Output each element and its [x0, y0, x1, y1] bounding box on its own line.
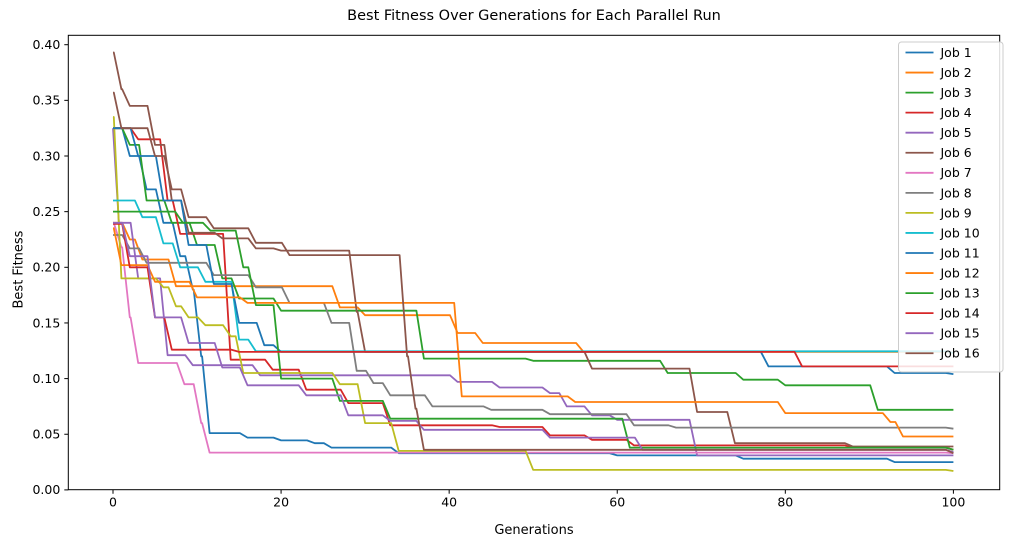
series-lines [112, 51, 954, 472]
line-job-3 [113, 127, 954, 411]
y-tick-label: 0.40 [32, 37, 60, 52]
x-tick-label: 80 [777, 495, 793, 510]
line-job-14 [113, 223, 954, 368]
x-tick-label: 20 [273, 495, 289, 510]
y-tick-label: 0.10 [32, 371, 60, 386]
line-job-15 [113, 221, 954, 453]
legend-label: Job 2 [940, 65, 972, 80]
y-tick-label: 0.30 [32, 148, 60, 163]
y-axis-ticks: 0.00 0.05 0.10 0.15 0.20 0.25 0.30 0.35 0.40 [32, 37, 69, 497]
line-job-7 [112, 221, 954, 455]
legend-label: Job 9 [940, 205, 972, 220]
legend: Job 1 Job 2 Job 3 Job 4 Job 5 Job 6 Job 7 Job 8… [898, 41, 1004, 373]
legend-label: Job 7 [940, 165, 972, 180]
y-tick-label: 0.35 [32, 93, 60, 108]
y-tick-label: 0.15 [32, 315, 60, 330]
y-tick-label: 0.20 [32, 260, 60, 275]
chart-title: Best Fitness Over Generations for Each P… [347, 8, 721, 24]
line-job-1 [113, 127, 954, 463]
line-job-16 [112, 91, 954, 455]
legend-label: Job 10 [940, 225, 980, 240]
legend-label: Job 4 [940, 105, 972, 120]
legend-label: Job 3 [940, 85, 972, 100]
legend-label: Job 16 [940, 346, 980, 361]
line-job-2 [113, 221, 954, 354]
x-tick-label: 60 [609, 495, 625, 510]
y-tick-label: 0.05 [32, 427, 60, 442]
x-axis-label: Generations [494, 523, 574, 538]
legend-label: Job 14 [940, 306, 980, 321]
legend-label: Job 15 [940, 326, 980, 341]
legend-label: Job 6 [940, 145, 972, 160]
y-tick-label: 0.00 [32, 482, 60, 497]
legend-label: Job 13 [940, 286, 980, 301]
line-job-13 [113, 210, 954, 451]
x-axis-ticks: 0 20 40 60 80 100 [109, 489, 965, 510]
y-tick-label: 0.25 [32, 204, 60, 219]
x-tick-label: 100 [941, 495, 965, 510]
line-job-4 [113, 127, 954, 451]
legend-label: Job 5 [940, 125, 972, 140]
line-job-8 [113, 234, 954, 430]
legend-label: Job 12 [940, 265, 980, 280]
legend-label: Job 8 [940, 185, 972, 200]
line-job-6 [112, 51, 954, 448]
legend-label: Job 11 [940, 245, 980, 260]
line-job-10 [113, 199, 954, 354]
line-job-5 [112, 128, 954, 457]
legend-label: Job 1 [940, 45, 972, 60]
x-tick-label: 0 [109, 495, 117, 510]
line-job-9 [112, 116, 954, 472]
x-tick-label: 40 [441, 495, 457, 510]
